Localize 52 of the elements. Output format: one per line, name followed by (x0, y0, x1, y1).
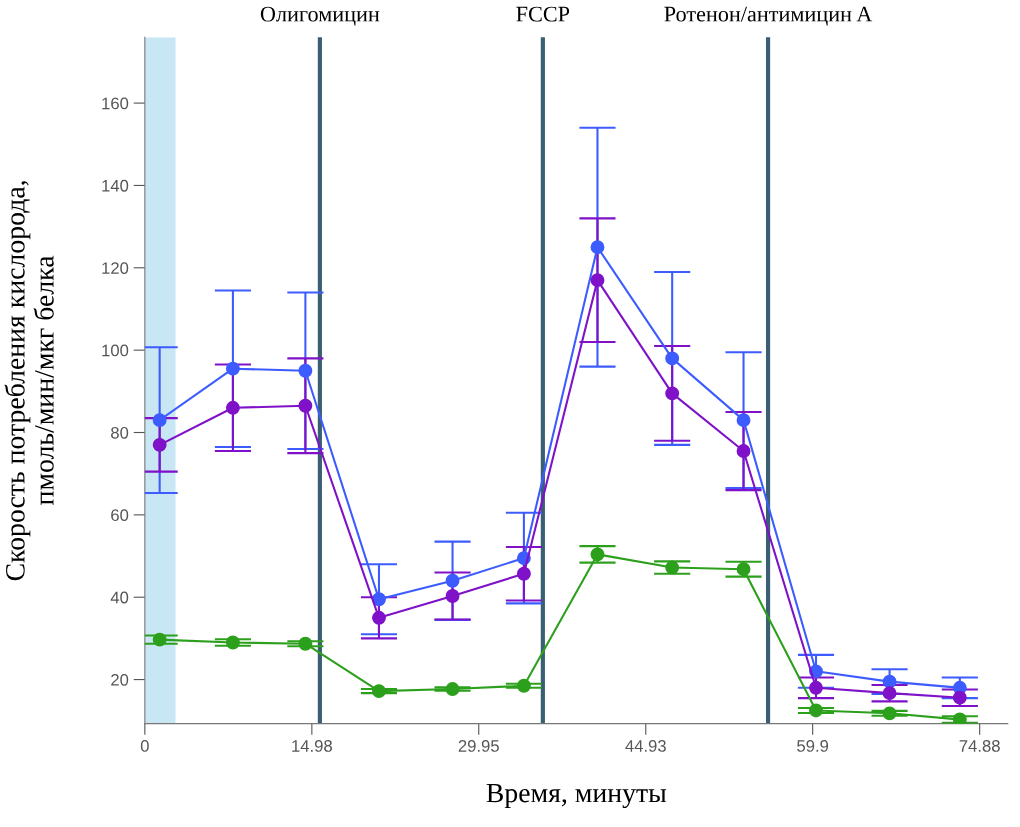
x-axis-title: Время, минуты (486, 783, 667, 809)
y-tick-label: 140 (102, 179, 129, 192)
ref-line-label: Ротенон/антимицин A (664, 6, 873, 26)
point (445, 573, 460, 588)
point (736, 413, 751, 428)
x-tick-label: 14.98 (292, 740, 332, 752)
point (665, 560, 680, 575)
point (152, 632, 167, 647)
x-tick-label: 59.9 (797, 740, 829, 752)
point (736, 562, 751, 577)
point (952, 712, 967, 724)
point (516, 678, 531, 693)
y-tick-label: 40 (110, 591, 129, 604)
point (882, 706, 897, 721)
point (665, 386, 680, 401)
y-axis-title: Скорость потребления кислорода, пмоль/мин/мкг белка (4, 181, 54, 581)
point (882, 686, 897, 701)
x-tick-label: 74.88 (959, 740, 1000, 752)
point (516, 566, 531, 581)
y-tick-label: 80 (111, 426, 129, 439)
point (665, 351, 680, 366)
point (225, 400, 240, 415)
point (590, 273, 605, 288)
point (590, 547, 605, 562)
y-tick-label: 20 (111, 673, 129, 686)
point (225, 635, 240, 650)
point (736, 444, 751, 458)
y-tick-label: 120 (102, 262, 129, 275)
x-tick-label: 0 (140, 740, 149, 752)
point (298, 363, 313, 378)
y-tick-label: 160 (102, 97, 129, 110)
x-tick-label: 29.95 (458, 740, 499, 752)
point (372, 684, 386, 699)
point (445, 589, 460, 603)
x-tick-label: 44.93 (625, 740, 666, 752)
point (882, 674, 897, 689)
ref-line-label: Олигомицин (260, 6, 380, 26)
point (372, 592, 386, 607)
point (298, 636, 313, 651)
point (809, 703, 823, 718)
point (445, 682, 460, 696)
point (152, 437, 167, 452)
y-tick-label: 60 (111, 509, 129, 522)
point (372, 610, 386, 625)
point (590, 240, 605, 255)
point (809, 680, 823, 695)
ref-line-label: FCCP (516, 6, 570, 22)
point (152, 413, 167, 428)
y-tick-label: 100 (102, 344, 129, 357)
point (298, 398, 313, 413)
point (225, 361, 240, 376)
point (952, 690, 967, 705)
